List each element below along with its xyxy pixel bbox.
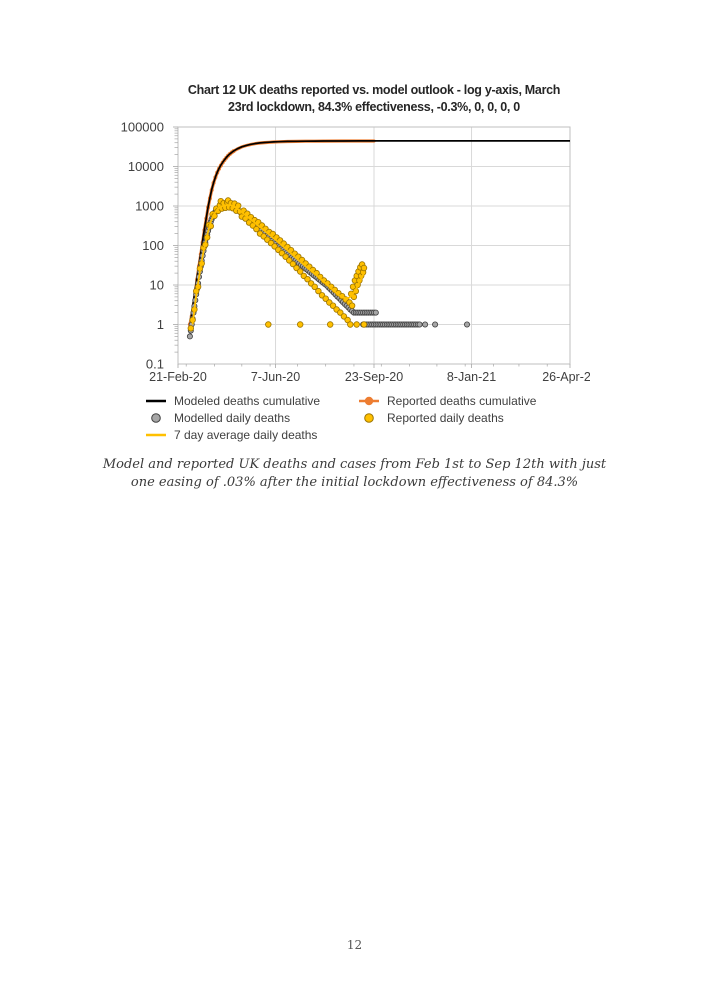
legend-label: Modeled deaths cumulative [174, 394, 321, 408]
chart-title-line1: Chart 12 UK deaths reported vs. model ou… [187, 83, 561, 97]
legend-label: 7 day average daily deaths [174, 428, 318, 442]
plot-area: 100000 10000 1000 100 10 1 0.121-Feb-20 7-Jun-2… [121, 120, 590, 385]
series-modeled-cumulative [189, 140, 570, 331]
legend-marker-line-dot-icon [359, 396, 379, 406]
chart-title: Chart 12 UK deaths reported vs. model ou… [178, 82, 570, 115]
svg-text:100: 100 [142, 238, 164, 253]
legend-item-modelled-daily: Modelled daily deaths [145, 411, 358, 425]
svg-text:7-Jun-20: 7-Jun-20 [251, 370, 300, 384]
chart: Chart 12 UK deaths reported vs. model ou… [108, 78, 590, 450]
svg-text:10: 10 [150, 278, 164, 293]
svg-text:1: 1 [157, 317, 164, 332]
series-reported-daily [187, 197, 368, 332]
svg-text:1000: 1000 [135, 199, 164, 214]
legend-item-7day-average: 7 day average daily deaths [145, 428, 358, 442]
series-modelled-daily [186, 202, 470, 340]
svg-text:23-Sep-20: 23-Sep-20 [345, 370, 403, 384]
legend-marker-yellow-circle-icon [364, 413, 374, 423]
chart-legend: Modeled deaths cumulative Reported death… [145, 394, 536, 442]
svg-text:26-Apr-21: 26-Apr-21 [542, 370, 590, 384]
y-axis-labels: 100000 10000 1000 100 10 1 0.1 [121, 120, 164, 372]
x-axis-labels: 21-Feb-20 7-Jun-20 23-Sep-20 8-Jan-21 26-Apr… [149, 370, 590, 384]
svg-text:100000: 100000 [121, 120, 164, 135]
legend-item-reported-daily: Reported daily deaths [358, 411, 536, 425]
svg-text:8-Jan-21: 8-Jan-21 [447, 370, 496, 384]
figure-caption-line2: one easing of .03% after the initial loc… [130, 474, 579, 490]
legend-marker-line-icon [146, 399, 166, 403]
figure-caption: Model and reported UK deaths and cases f… [0, 456, 709, 491]
chart-title-line2: 23rd lockdown, 84.3% effectiveness, -0.3… [228, 99, 520, 114]
legend-marker-gold-line-icon [146, 433, 166, 437]
gridlines [177, 126, 571, 365]
legend-label: Reported deaths cumulative [387, 394, 537, 408]
axis-ticks [173, 126, 571, 368]
legend-label: Modelled daily deaths [174, 411, 291, 425]
legend-label: Reported daily deaths [387, 411, 504, 425]
legend-marker-gray-circle-icon [151, 413, 161, 423]
legend-item-modeled-cumulative: Modeled deaths cumulative [145, 394, 358, 408]
page-number: 12 [346, 938, 363, 952]
svg-text:10000: 10000 [128, 159, 164, 174]
svg-text:0.1: 0.1 [146, 357, 164, 372]
svg-text:21-Feb-20: 21-Feb-20 [149, 370, 207, 384]
figure-caption-line1: Model and reported UK deaths and cases f… [102, 457, 607, 472]
legend-item-reported-cumulative: Reported deaths cumulative [358, 394, 536, 408]
series-7day-average [191, 204, 365, 325]
